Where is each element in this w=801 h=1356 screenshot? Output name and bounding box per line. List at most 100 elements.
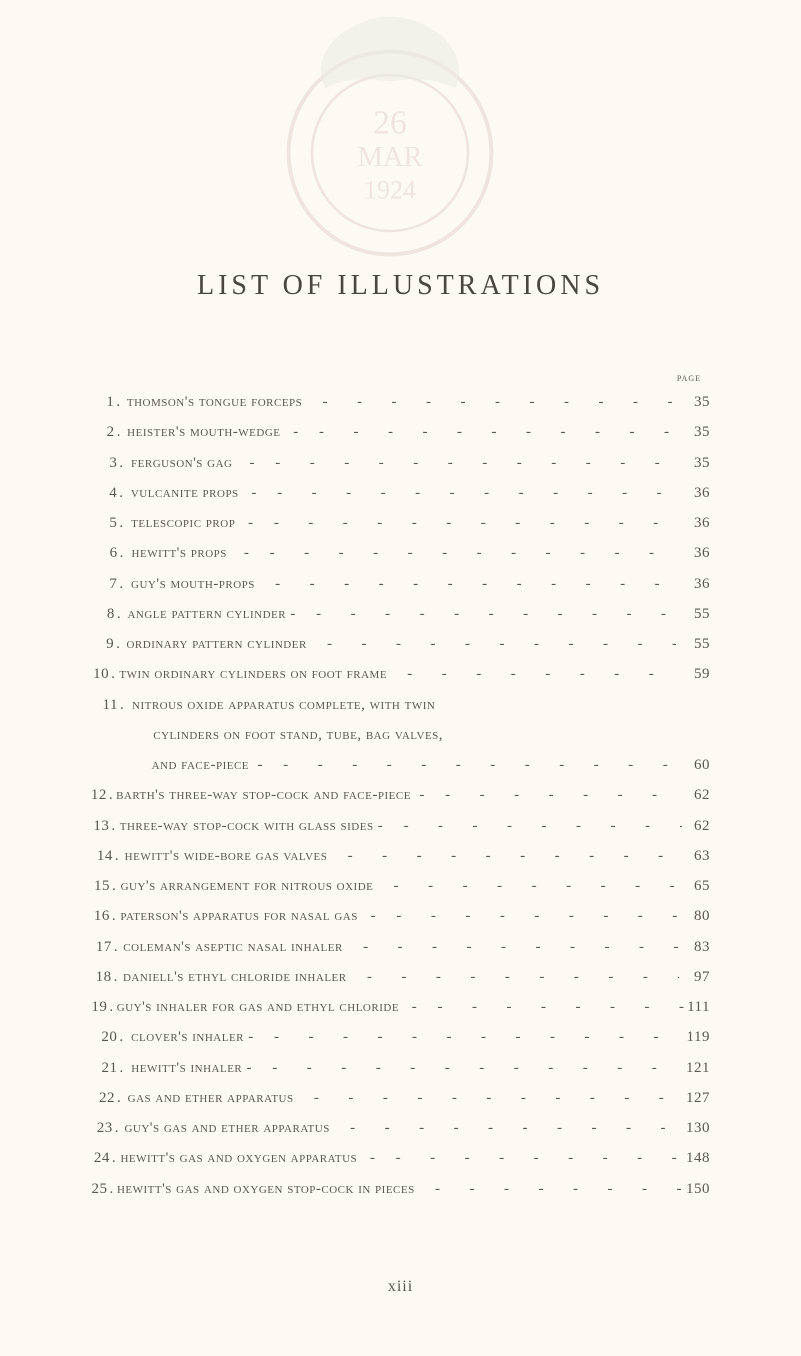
entry-page: 97 — [679, 970, 710, 986]
entry-page: 148 — [682, 1151, 710, 1167]
entry-dot: . — [107, 1182, 116, 1198]
entry-number: 12 — [90, 788, 107, 804]
entry-text: telescopic prop - — [131, 516, 253, 532]
list-row: 24.hewitt's gas and oxygen apparatus - -… — [90, 1151, 710, 1167]
library-stamp: 26 MAR 1924 — [260, 10, 520, 270]
leader-dashes: - - - - - - - - - - - - — [296, 607, 675, 623]
page: 26 MAR 1924 LIST OF ILLUSTRATIONS page 1… — [0, 0, 801, 1356]
entry-number: 15 — [90, 879, 110, 895]
entry-dot: . — [117, 1030, 131, 1046]
entry-text: and face-piece - — [130, 758, 263, 774]
leader-dashes: - - - - - - - - - - - - — [373, 879, 681, 895]
entry-page: 83 — [679, 940, 710, 956]
entry-text: ordinary pattern cylinder — [126, 637, 306, 653]
entry-page: 62 — [682, 819, 710, 835]
leader-dashes: - - - - - - - - - - - - — [255, 577, 671, 593]
entry-text: paterson's apparatus for nasal gas - — [120, 909, 376, 925]
entry-dot: . — [118, 698, 132, 714]
page-title: LIST OF ILLUSTRATIONS — [0, 270, 801, 302]
entry-dot: . — [107, 788, 116, 804]
stamp-month: MAR — [357, 142, 423, 173]
entry-text: guy's inhaler for gas and ethyl chloride… — [117, 1000, 418, 1016]
entry-text: clover's inhaler - — [131, 1030, 254, 1046]
entry-number: 20 — [90, 1030, 117, 1046]
leader-dashes: - - - - - - - - - - - - — [252, 1061, 671, 1077]
entry-number: 11 — [90, 698, 118, 714]
entry-text: angle pattern cylinder - — [127, 607, 295, 623]
list-row: 11.nitrous oxide apparatus complete, wit… — [90, 698, 710, 714]
leader-dashes: - - - - - - - - - - - - — [383, 819, 682, 835]
entry-text: heister's mouth-wedge - — [127, 425, 299, 441]
leader-dashes: - - - - - - - - - - - - — [257, 486, 671, 502]
entry-text: guy's arrangement for nitrous oxide — [121, 879, 374, 895]
leader-dashes: - - - - - - - - - - - - — [376, 909, 682, 925]
list-row: 8.angle pattern cylinder - - - - - - - -… — [90, 607, 710, 623]
stamp-year: 1924 — [364, 176, 416, 205]
list-row: 1.thomson's tongue forceps - - - - - - -… — [90, 395, 710, 411]
list-row: 9.ordinary pattern cylinder - - - - - - … — [90, 637, 710, 653]
leader-dashes: - - - - - - - - - - - - — [343, 940, 679, 956]
entry-text: coleman's aseptic nasal inhaler — [123, 940, 343, 956]
entry-number: 7 — [90, 577, 117, 593]
entry-text: three-way stop-cock with glass sides - — [120, 819, 384, 835]
entry-number: 8 — [90, 607, 115, 623]
leader-dashes: - - - - - - - - - - - - — [249, 546, 670, 562]
entry-number: 13 — [90, 819, 109, 835]
leader-dashes: - - - - - - - - - - - - — [302, 395, 675, 411]
entry-dot: . — [113, 1121, 125, 1137]
entry-text: gas and ether apparatus — [128, 1091, 294, 1107]
entry-page: 130 — [678, 1121, 710, 1137]
leader-dashes: - - - - - - - - - - - - — [307, 637, 676, 653]
leader-dashes: - - - - - - - - - - - - — [387, 667, 683, 683]
entry-dot: . — [118, 546, 132, 562]
entry-text: twin ordinary cylinders on foot frame — [119, 667, 387, 683]
entry-dot: . — [109, 819, 119, 835]
entry-text: thomson's tongue forceps — [127, 395, 302, 411]
leader-dashes: - - - - - - - - - - - - — [294, 1091, 675, 1107]
list-row: 25.hewitt's gas and oxygen stop-cock in … — [90, 1182, 710, 1198]
entry-page: 35 — [675, 395, 710, 411]
leader-dashes: - - - - - - - - - - - - — [327, 849, 677, 865]
entry-dot: . — [117, 456, 131, 472]
entry-page: 55 — [675, 607, 710, 623]
entry-number: 1 — [90, 395, 114, 411]
list-row: 12.barth's three-way stop-cock and face-… — [90, 788, 710, 804]
entry-page: 80 — [682, 909, 710, 925]
entry-dot: . — [115, 1091, 128, 1107]
list-row: 20.clover's inhaler - - - - - - - - - - … — [90, 1030, 710, 1046]
entry-text: vulcanite props - — [131, 486, 257, 502]
list-row: 21.hewitt's inhaler - - - - - - - - - - … — [90, 1061, 710, 1077]
entry-text: guy's gas and ether apparatus — [124, 1121, 329, 1137]
entry-dot: . — [112, 940, 123, 956]
entry-text: hewitt's gas and oxygen stop-cock in pie… — [117, 1182, 415, 1198]
entry-dot: . — [115, 425, 128, 441]
entry-text: barth's three-way stop-cock and face-pie… — [116, 788, 425, 804]
entry-dot: . — [114, 637, 126, 653]
entry-text: cylinders on foot stand, tube, bag valve… — [132, 728, 443, 744]
entry-dot: . — [113, 849, 125, 865]
entry-page: 55 — [676, 637, 710, 653]
entry-dot: . — [117, 486, 131, 502]
list-row: 11. and face-piece - - - - - - - - - - -… — [90, 758, 710, 774]
entry-number: 9 — [90, 637, 114, 653]
list-row: 3.ferguson's gag - - - - - - - - - - - -… — [90, 456, 710, 472]
list-row: 17.coleman's aseptic nasal inhaler - - -… — [90, 940, 710, 956]
entry-number: 2 — [90, 425, 115, 441]
list-row: 23.guy's gas and ether apparatus - - - -… — [90, 1121, 710, 1137]
list-row: 14.hewitt's wide-bore gas valves - - - -… — [90, 849, 710, 865]
entry-page: 121 — [671, 1061, 710, 1077]
entry-page: 59 — [683, 667, 710, 683]
entry-number: 4 — [90, 486, 117, 502]
entry-dot: . — [107, 1000, 116, 1016]
entry-number: 21 — [90, 1061, 118, 1077]
stamp-day: 26 — [373, 105, 407, 142]
list-row: 16.paterson's apparatus for nasal gas - … — [90, 909, 710, 925]
list-row: 22.gas and ether apparatus - - - - - - -… — [90, 1091, 710, 1107]
entry-dot: . — [110, 1151, 121, 1167]
entry-number: 25 — [90, 1182, 107, 1198]
entry-dot: . — [112, 970, 123, 986]
entry-number: 3 — [90, 456, 117, 472]
entry-page: 119 — [671, 1030, 710, 1046]
entry-text: hewitt's gas and oxygen apparatus - — [120, 1151, 375, 1167]
list-row: 15.guy's arrangement for nitrous oxide -… — [90, 879, 710, 895]
